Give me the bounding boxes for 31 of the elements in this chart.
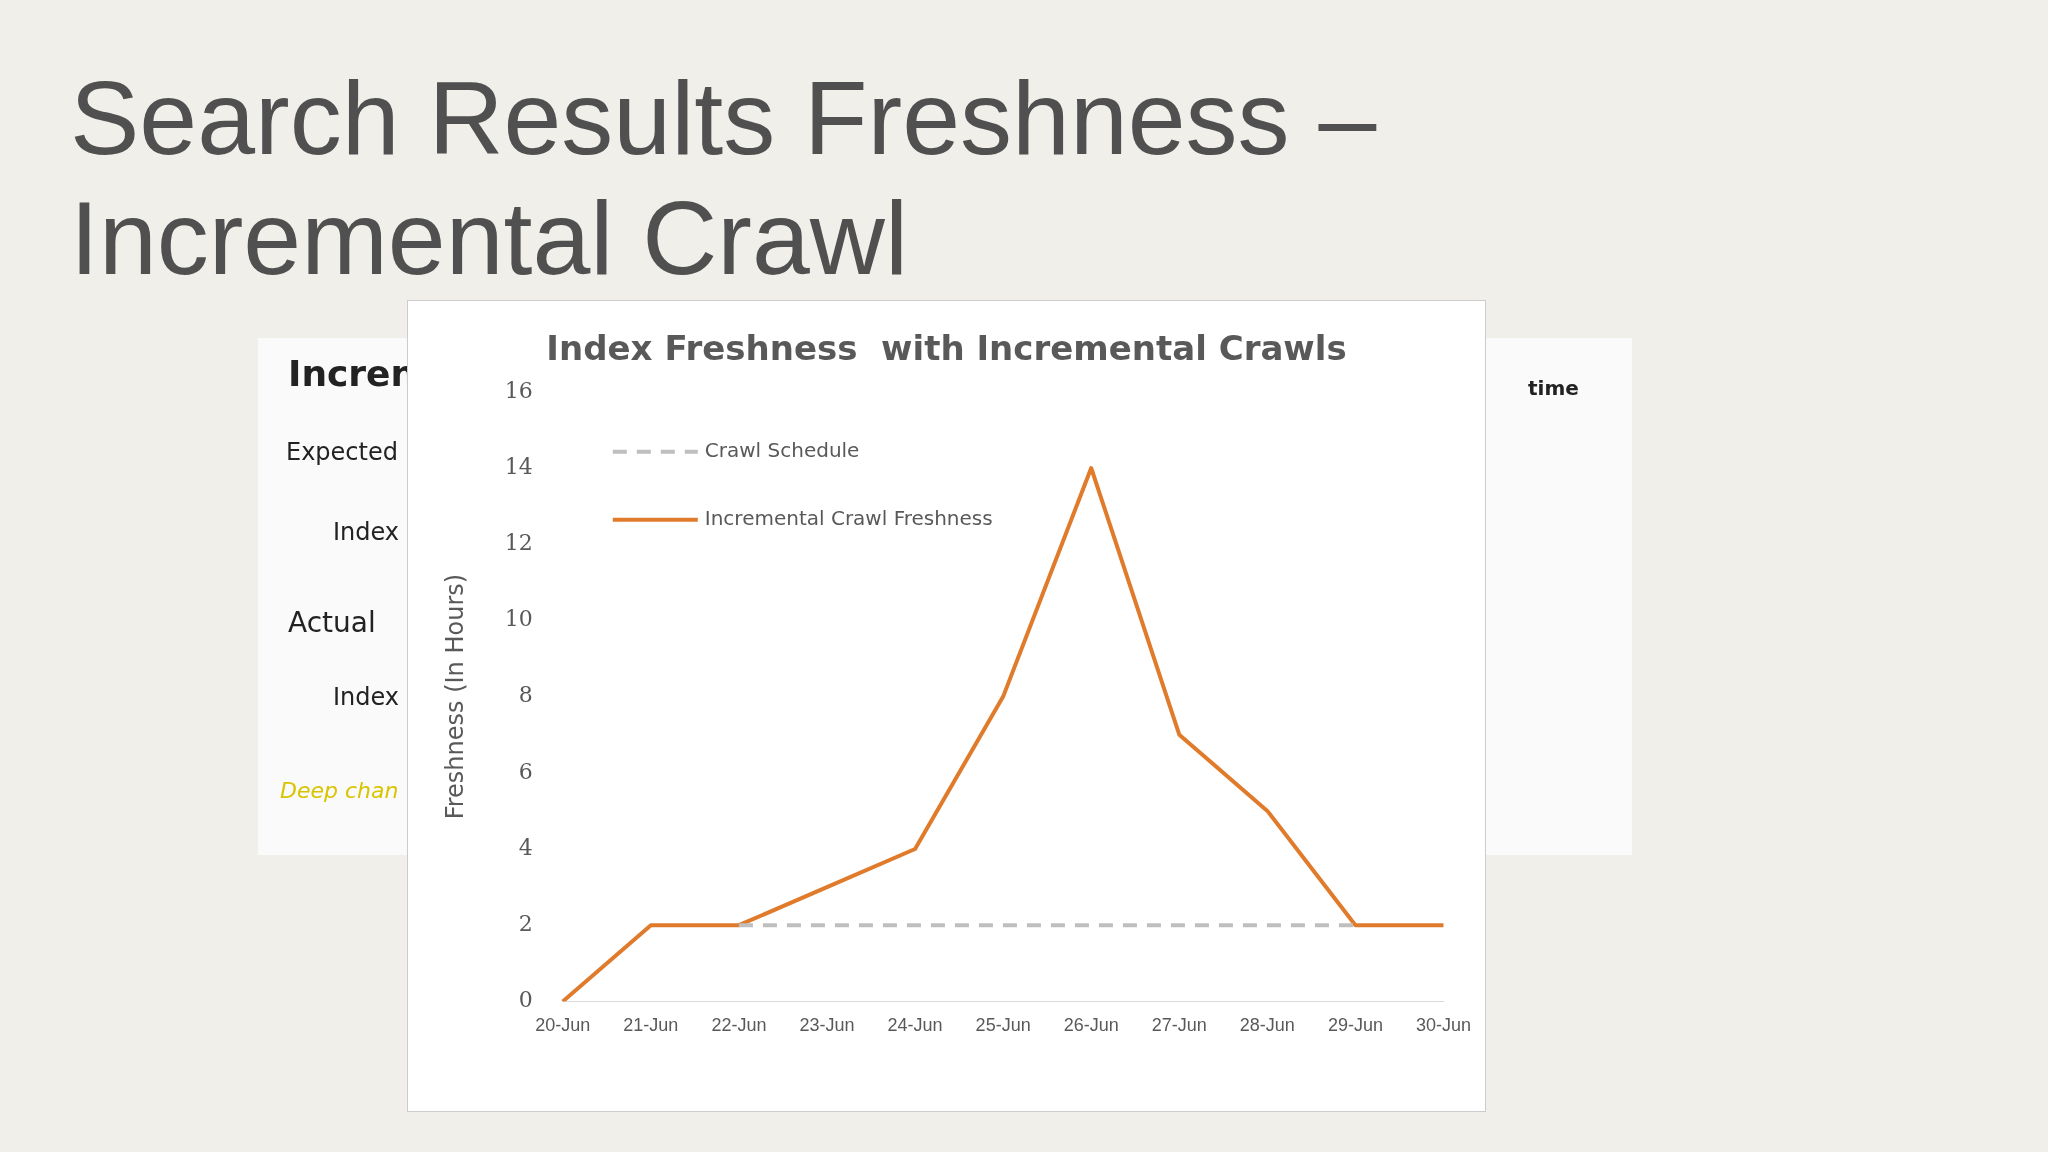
legend-label: Incremental Crawl Freshness [704,506,993,530]
y-tick-label: 12 [504,529,533,555]
text: Expected [286,438,398,466]
text: time [1528,376,1579,400]
x-tick-label: 29-Jun [1327,1015,1383,1036]
text: Deep chan [280,778,399,803]
y-tick-label: 16 [504,377,533,403]
x-tick-label: 21-Jun [623,1015,679,1036]
legend-label: Crawl Schedule [704,438,860,462]
x-tick-label: 30-Jun [1415,1015,1471,1036]
x-tick-label: 23-Jun [799,1015,855,1036]
text: Actual [288,606,376,639]
y-axis-title: Freshness (In Hours) [440,573,469,820]
y-tick-label: 14 [504,453,533,479]
y-tick-label: 10 [504,606,533,632]
x-tick-label: 28-Jun [1239,1015,1295,1036]
text: Index [333,518,400,546]
y-tick-label: 0 [518,987,533,1013]
chart-title: Search Results Freshness – Incremental Crawl [70,59,1378,298]
y-tick-label: 4 [518,834,533,860]
x-tick-label: 26-Jun [1063,1015,1119,1036]
x-tick-label: 24-Jun [887,1015,943,1036]
y-tick-label: 6 [518,758,533,784]
x-tick-label: 22-Jun [711,1015,767,1036]
x-tick-label: 20-Jun [535,1015,591,1036]
x-tick-label: 25-Jun [975,1015,1031,1036]
y-tick-label: 2 [518,910,533,936]
text: Index [333,683,400,711]
x-tick-label: 27-Jun [1151,1015,1207,1036]
y-tick-label: 8 [518,682,533,708]
chart-subtitle: Index Freshness with Incremental Crawls [546,328,1347,369]
